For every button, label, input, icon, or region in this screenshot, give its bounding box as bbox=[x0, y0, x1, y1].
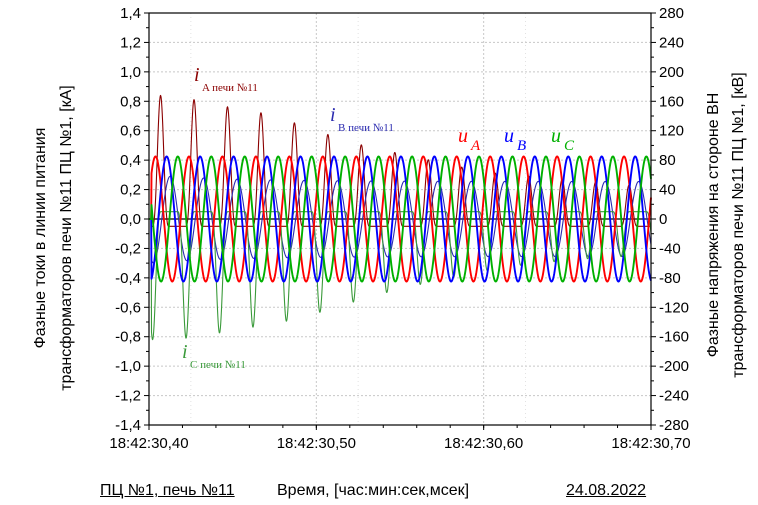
right-tick-label: 40 bbox=[659, 182, 676, 199]
label-uA-main: u bbox=[458, 125, 468, 147]
right-tick-label: 0 bbox=[659, 211, 667, 228]
right-axis-title-line2: трансформаторов печи №11 ПЦ №1, [кВ] bbox=[730, 72, 747, 378]
label-uA: u A bbox=[458, 125, 481, 154]
left-tick-label: -0,6 bbox=[115, 299, 141, 316]
label-iA: i A печи №11 bbox=[194, 64, 258, 94]
x-axis: 18:42:30,40 18:42:30,50 18:42:30,60 18:42:3… bbox=[109, 425, 691, 452]
left-tick-label: 0,6 bbox=[120, 123, 141, 140]
right-tick-label: -200 bbox=[659, 358, 689, 375]
right-tick-label: 80 bbox=[659, 152, 676, 169]
footer-date: 24.08.2022 bbox=[566, 482, 647, 499]
series-u_B bbox=[148, 155, 652, 283]
series-group bbox=[148, 94, 652, 341]
right-tick-label: -160 bbox=[659, 329, 689, 346]
label-iB-sub: B печи №11 bbox=[338, 122, 394, 134]
left-tick-label: 1,0 bbox=[120, 64, 141, 81]
right-tick-label: 160 bbox=[659, 93, 684, 110]
right-tick-label: 200 bbox=[659, 64, 684, 81]
left-tick-label: 1,2 bbox=[120, 34, 141, 51]
right-tick-label: 240 bbox=[659, 34, 684, 51]
label-iB-main: i bbox=[330, 104, 336, 126]
x-tick-label: 18:42:30,70 bbox=[611, 435, 690, 452]
chart: 1,4 1,2 1,0 0,8 0,6 0,4 0,2 0,0 -0,2 -0,4 -0,6 -0,8… bbox=[32, 5, 747, 452]
label-iA-sub: A печи №11 bbox=[202, 82, 258, 94]
right-tick-label: -240 bbox=[659, 388, 689, 405]
label-uC-sub: C bbox=[564, 138, 575, 154]
right-tick-label: -40 bbox=[659, 240, 681, 257]
left-tick-label: 0,0 bbox=[120, 211, 141, 228]
label-uB: u B bbox=[504, 125, 526, 154]
right-tick-label: -280 bbox=[659, 417, 689, 434]
left-axis-title-line2: трансформаторов печи №11 ПЦ №1, [кА] bbox=[58, 85, 75, 391]
label-iB: i B печи №11 bbox=[330, 104, 394, 134]
label-uC-main: u bbox=[551, 125, 561, 147]
left-tick-label: -0,8 bbox=[115, 329, 141, 346]
footer-location: ПЦ №1, печь №11 bbox=[100, 482, 235, 499]
right-tick-label: -120 bbox=[659, 299, 689, 316]
series-u_C bbox=[148, 155, 652, 283]
label-iA-main: i bbox=[194, 64, 200, 86]
label-iC: i C печи №11 bbox=[182, 341, 246, 371]
right-tick-label: -80 bbox=[659, 270, 681, 287]
right-tick-label: 280 bbox=[659, 5, 684, 22]
left-tick-label: -1,4 bbox=[115, 417, 141, 434]
left-axis: 1,4 1,2 1,0 0,8 0,6 0,4 0,2 0,0 -0,2 -0,4 -0,6 -0,8… bbox=[115, 5, 149, 434]
series-iC bbox=[148, 211, 652, 341]
left-tick-label: 1,4 bbox=[120, 5, 141, 22]
left-tick-label: -0,2 bbox=[115, 240, 141, 257]
x-tick-label: 18:42:30,40 bbox=[109, 435, 188, 452]
left-tick-label: 0,8 bbox=[120, 93, 141, 110]
label-iC-main: i bbox=[182, 341, 188, 363]
x-tick-label: 18:42:30,60 bbox=[444, 435, 523, 452]
left-tick-label: 0,2 bbox=[120, 182, 141, 199]
label-uB-main: u bbox=[504, 125, 514, 147]
label-uB-sub: B bbox=[517, 138, 526, 154]
series-iA bbox=[148, 94, 652, 227]
right-axis: 280 240 200 160 120 80 40 0 -40 -80 -120 -160 -200 -2… bbox=[651, 5, 689, 434]
right-tick-label: 120 bbox=[659, 123, 684, 140]
series-iB bbox=[148, 175, 652, 264]
label-iC-sub: C печи №11 bbox=[190, 359, 246, 371]
left-tick-label: -1,2 bbox=[115, 388, 141, 405]
left-axis-title-line1: Фазные токи в линии питания bbox=[32, 128, 49, 349]
left-tick-label: -0,4 bbox=[115, 270, 141, 287]
footer-x-axis-title: Время, [час:мин:сек,мсек] bbox=[277, 482, 470, 499]
label-uA-sub: A bbox=[470, 138, 481, 154]
label-uC: u C bbox=[551, 125, 575, 154]
right-axis-title-line1: Фазные напряжения на стороне ВН bbox=[705, 93, 722, 358]
series-u_A bbox=[148, 155, 652, 283]
left-tick-label: -1,0 bbox=[115, 358, 141, 375]
left-tick-label: 0,4 bbox=[120, 152, 141, 169]
x-tick-label: 18:42:30,50 bbox=[277, 435, 356, 452]
